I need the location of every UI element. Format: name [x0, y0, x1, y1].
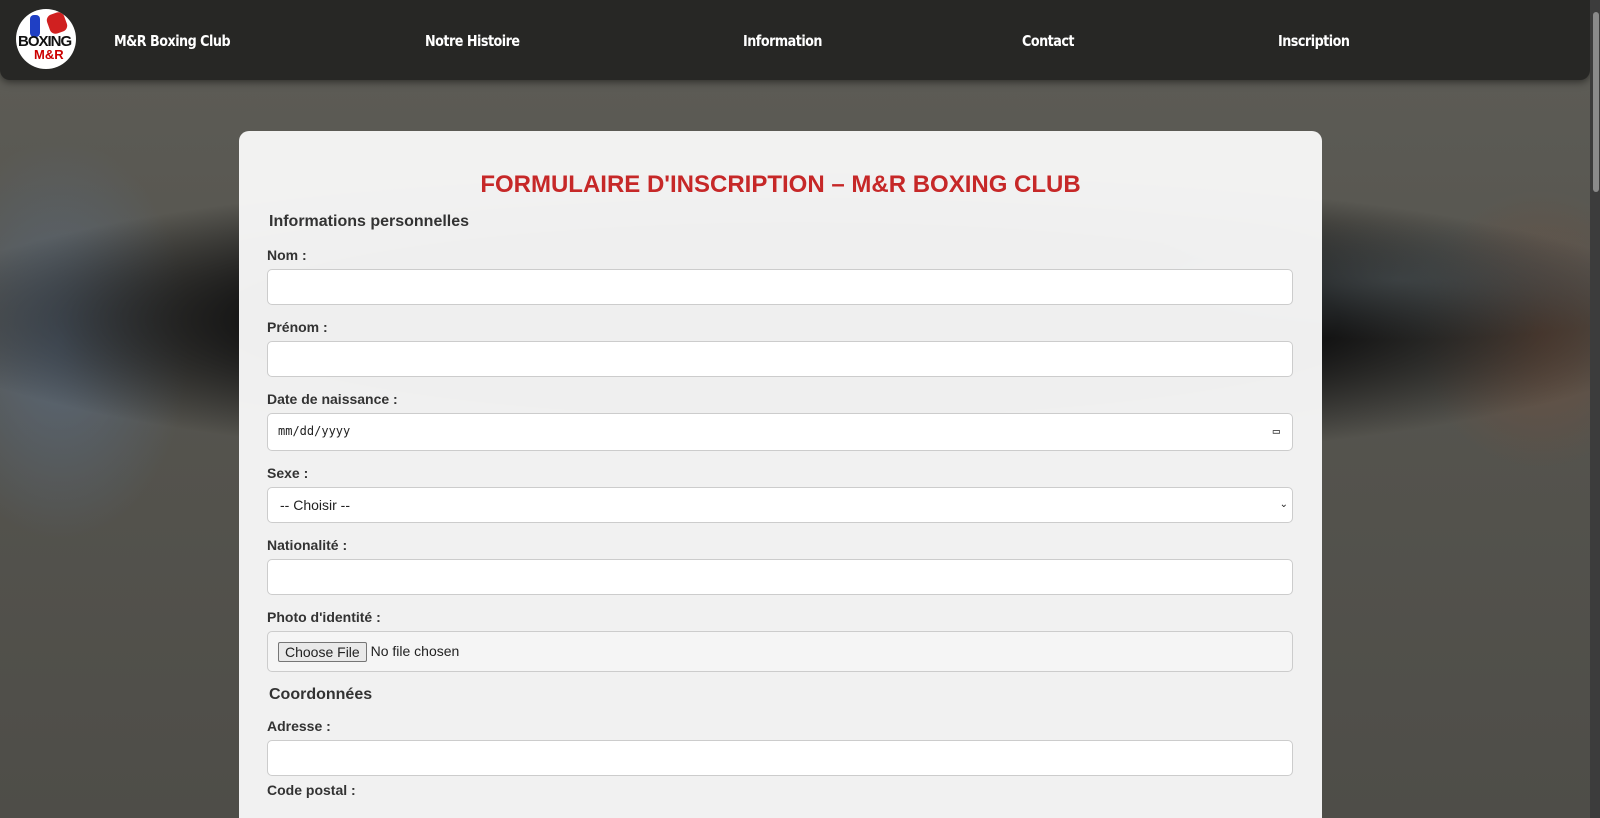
file-status: No file chosen [370, 643, 460, 659]
registration-form: FORMULAIRE D'INSCRIPTION – M&R BOXING CL… [239, 131, 1322, 818]
dob-placeholder: mm/dd/yyyy [278, 424, 351, 438]
nav-notre-histoire[interactable]: Notre Histoire [425, 32, 520, 50]
nationalite-label: Nationalité : [267, 537, 348, 553]
nav-contact[interactable]: Contact [1022, 32, 1074, 50]
prenom-input[interactable] [267, 341, 1293, 377]
photo-label: Photo d'identité : [267, 609, 381, 625]
dob-input[interactable]: mm/dd/yyyy ▭ [267, 413, 1293, 451]
nav-information[interactable]: Information [743, 32, 823, 50]
sexe-select[interactable]: -- Choisir -- ⌄ [267, 487, 1293, 523]
form-title: FORMULAIRE D'INSCRIPTION – M&R BOXING CL… [480, 171, 1081, 198]
club-logo[interactable]: BOXING M&R [16, 9, 76, 69]
nav-inscription[interactable]: Inscription [1278, 32, 1350, 50]
navbar: BOXING M&R M&R Boxing Club Notre Histoir… [0, 0, 1590, 80]
photo-file-input[interactable]: Choose File No file chosen [267, 631, 1293, 672]
section-contact: Coordonnées [269, 686, 373, 703]
nom-input[interactable] [267, 269, 1293, 305]
choose-file-button[interactable]: Choose File [278, 642, 367, 663]
sexe-label: Sexe : [267, 465, 309, 481]
nationalite-input[interactable] [267, 559, 1293, 595]
dob-label: Date de naissance : [267, 391, 398, 407]
adresse-label: Adresse : [267, 718, 331, 734]
section-personal: Informations personnelles [269, 213, 470, 230]
prenom-label: Prénom : [267, 319, 328, 335]
nom-label: Nom : [267, 247, 307, 263]
scrollbar[interactable] [1590, 0, 1600, 818]
chevron-down-icon: ⌄ [1279, 499, 1288, 510]
adresse-input[interactable] [267, 740, 1293, 776]
code-postal-label: Code postal : [267, 782, 356, 798]
scrollbar-thumb[interactable] [1593, 12, 1599, 192]
nav-brand[interactable]: M&R Boxing Club [114, 32, 231, 50]
sexe-value: -- Choisir -- [280, 497, 350, 513]
calendar-icon[interactable]: ▭ [1272, 424, 1280, 438]
